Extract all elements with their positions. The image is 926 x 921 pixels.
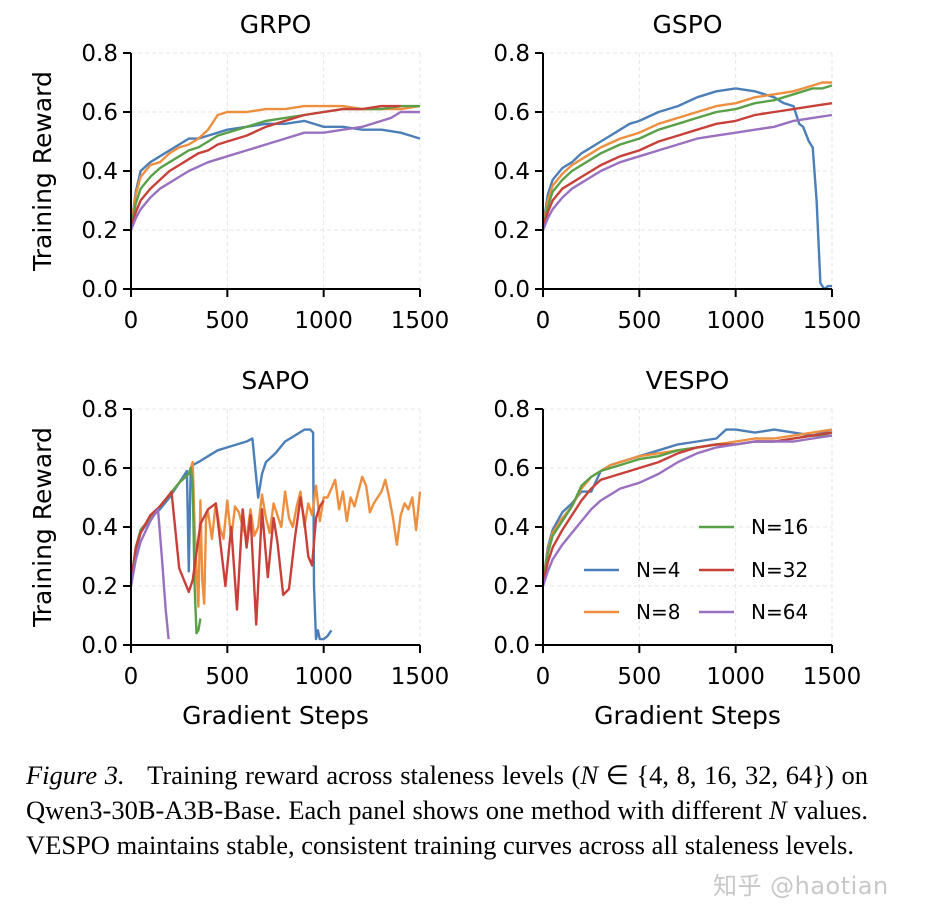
x-tick-label: 500 [205, 664, 249, 690]
x-tick-label: 1000 [294, 664, 353, 690]
caption-label: Figure 3. [26, 760, 125, 790]
x-tick-label: 0 [536, 308, 551, 334]
legend-label-n16: N=16 [751, 515, 808, 539]
series-line-n4 [129, 119, 421, 228]
x-axis-label: Gradient Steps [594, 701, 781, 730]
caption-text-2: ∈ {4, 8, 16, 32, 64}) on Qwen3-30B-A3B-B… [26, 760, 868, 825]
figure-caption: Figure 3. Training reward across stalene… [26, 758, 868, 863]
y-tick-label: 0.6 [81, 100, 118, 126]
y-tick-label: 0.6 [493, 456, 530, 482]
caption-math-n: N [580, 760, 599, 790]
y-tick-label: 0.8 [81, 41, 118, 67]
series-line-n4 [541, 428, 832, 584]
x-axis-label: Gradient Steps [182, 701, 369, 730]
panel-title: SAPO [241, 366, 309, 395]
x-tick-label: 500 [617, 664, 661, 690]
caption-text-3: values. VESPO maintains stable, consiste… [26, 795, 868, 860]
series-line-n64 [541, 113, 833, 231]
y-tick-label: 0.2 [493, 218, 530, 244]
legend-label-n8: N=8 [636, 600, 680, 624]
y-tick-label: 0.0 [493, 277, 530, 303]
x-tick-label: 500 [617, 308, 661, 334]
series-line-n8 [541, 81, 832, 228]
y-tick-label: 0.0 [493, 633, 530, 659]
x-tick-label: 0 [124, 308, 139, 334]
y-tick-label: 0.2 [493, 574, 530, 600]
y-tick-label: 0.6 [493, 100, 530, 126]
series-line-n4 [541, 87, 832, 291]
panel-vespo: 0.0 0.2 0.4 0.6 0.8 0 500 1000 1500 VESPO Gradient… [493, 366, 861, 730]
y-tick-label: 0.2 [81, 218, 118, 244]
panel-title: GSPO [653, 10, 723, 39]
y-tick-label: 0.4 [493, 515, 530, 541]
series-line-n32 [129, 104, 401, 228]
x-tick-label: 0 [124, 664, 139, 690]
watermark: 知乎 @haotian [713, 872, 889, 900]
y-axis-label: Training Reward [28, 71, 57, 272]
y-tick-label: 0.2 [81, 574, 118, 600]
caption-text-1: Training reward across staleness levels … [147, 760, 581, 790]
x-tick-label: 1000 [706, 664, 765, 690]
x-tick-label: 1000 [294, 308, 353, 334]
y-tick-label: 0.4 [493, 159, 530, 185]
series-line-n16 [541, 84, 833, 228]
x-tick-label: 1500 [803, 308, 862, 334]
y-axis-label: Training Reward [28, 427, 57, 628]
y-tick-label: 0.8 [81, 397, 118, 423]
x-tick-label: 1500 [803, 664, 862, 690]
series-line-n64 [129, 110, 420, 231]
y-tick-label: 0.4 [81, 515, 118, 541]
legend-label-n64: N=64 [751, 600, 808, 624]
y-tick-label: 0.4 [81, 159, 118, 185]
series-line-n64 [129, 508, 170, 640]
panel-title: GRPO [240, 10, 312, 39]
y-tick-label: 0.8 [493, 41, 530, 67]
caption-math-n-2: N [769, 795, 787, 825]
y-tick-label: 0.0 [81, 277, 118, 303]
y-tick-label: 0.6 [81, 456, 118, 482]
x-tick-label: 1500 [391, 308, 450, 334]
series-line-n8 [129, 460, 422, 608]
panel-gspo: 0.0 0.2 0.4 0.6 0.8 0 500 1000 1500 GSPO [493, 10, 861, 334]
series-line-n32 [129, 490, 325, 626]
x-tick-label: 1000 [706, 308, 765, 334]
y-tick-label: 0.8 [493, 397, 530, 423]
legend-label-n4: N=4 [636, 558, 680, 582]
panel-title: VESPO [646, 366, 730, 395]
series-line-n64 [541, 434, 833, 587]
y-tick-label: 0.0 [81, 633, 118, 659]
legend-label-n32: N=32 [751, 558, 808, 582]
x-tick-label: 0 [536, 664, 551, 690]
panel-sapo: 0.0 0.2 0.4 0.6 0.8 0 500 1000 1500 SAPO Training … [28, 366, 449, 730]
legend: N=4 N=8 N=16 N=32 N=64 [584, 515, 808, 624]
figure-panels: 0.0 0.2 0.4 0.6 0.8 0 500 1000 1500 GRPO Training … [28, 10, 861, 730]
series-line-n8 [129, 104, 421, 228]
x-tick-label: 500 [205, 308, 249, 334]
panel-grpo: 0.0 0.2 0.4 0.6 0.8 0 500 1000 1500 GRPO Training … [28, 10, 449, 334]
x-tick-label: 1500 [391, 664, 450, 690]
series-line-n32 [541, 102, 833, 228]
